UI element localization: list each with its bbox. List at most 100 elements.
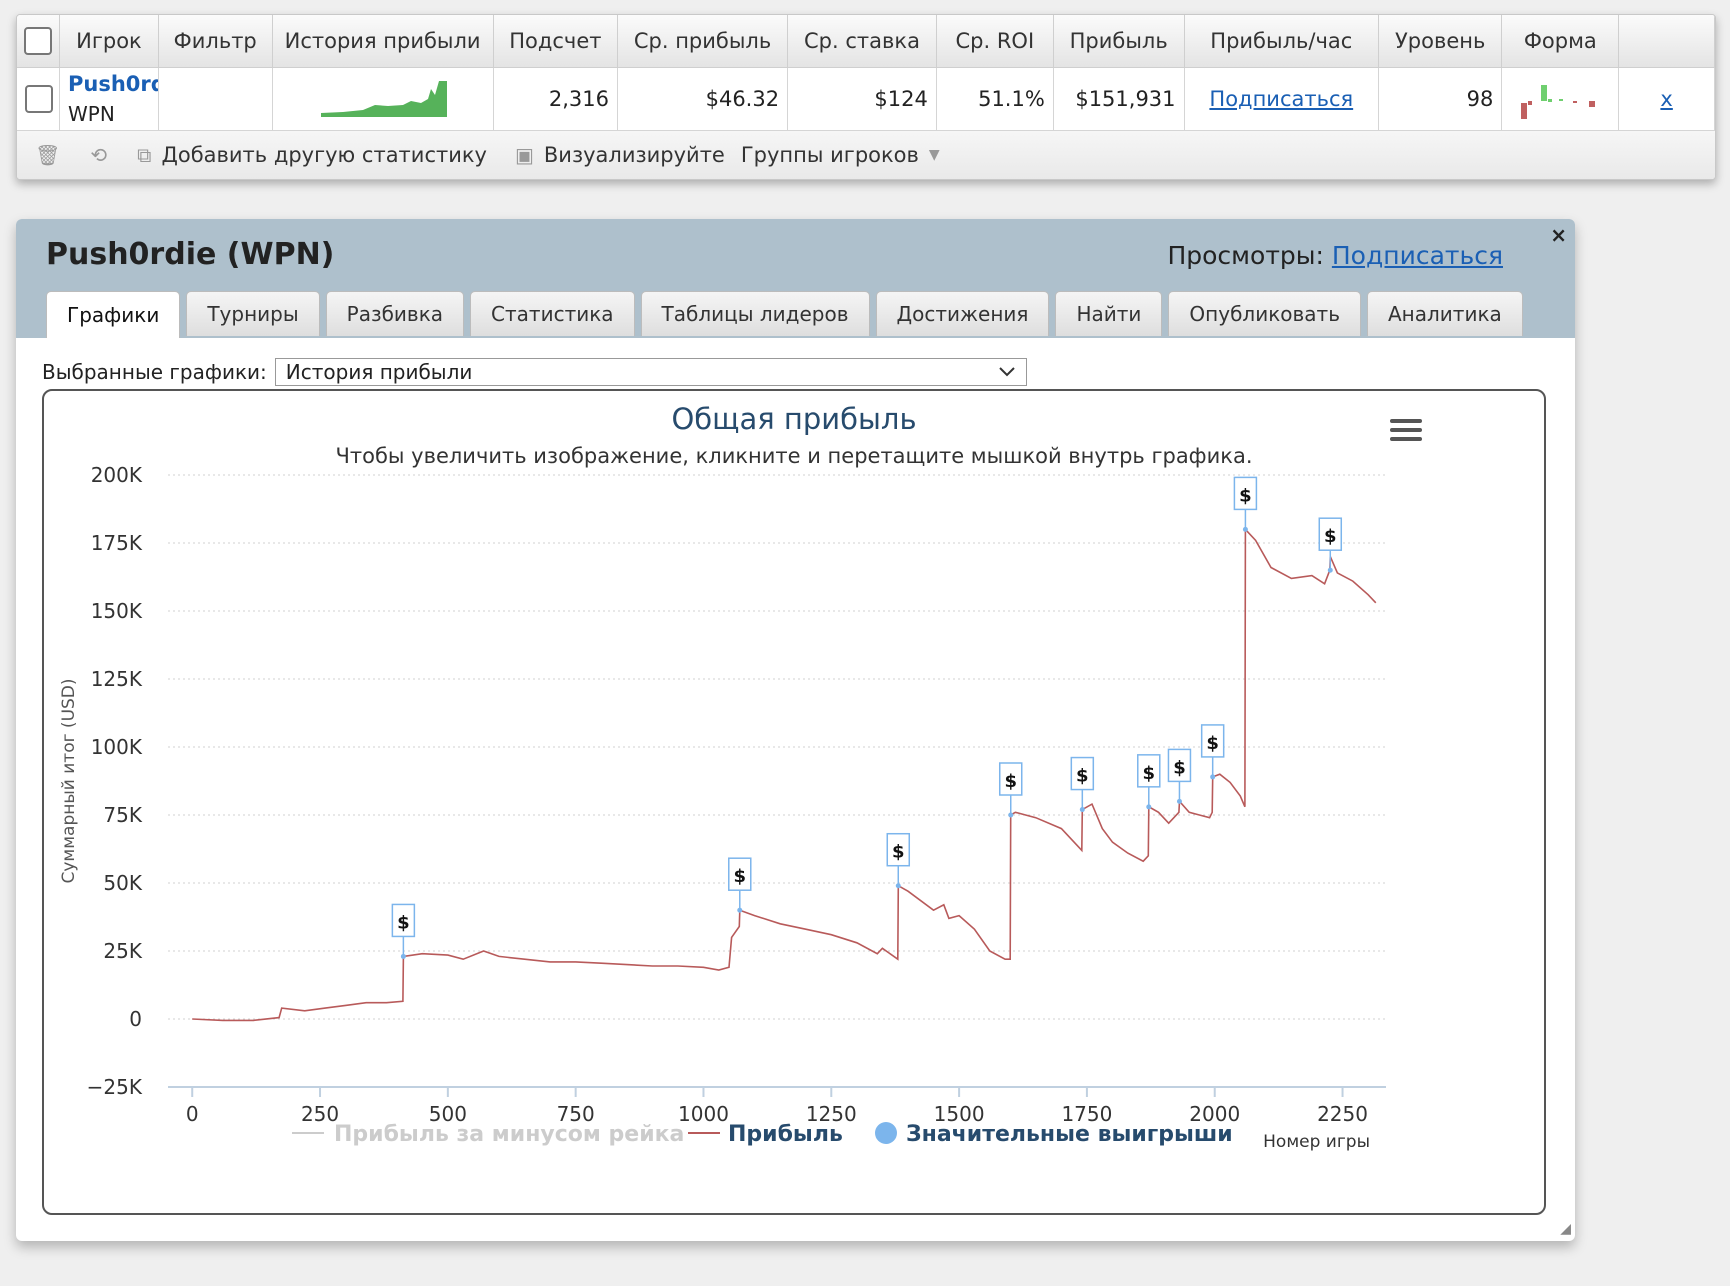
y-tick-label: −25K xyxy=(87,1075,143,1099)
chart-select[interactable]: История прибыли xyxy=(274,358,1027,386)
row-checkbox[interactable] xyxy=(25,85,53,113)
win-point xyxy=(1242,526,1248,532)
win-flag-box xyxy=(728,857,752,891)
legend-item-profit: Прибыль xyxy=(728,1122,843,1147)
profit-history-sparkline[interactable] xyxy=(313,75,453,119)
win-point xyxy=(1210,774,1216,780)
win-flag-label: $ xyxy=(892,842,905,863)
header-count[interactable]: Подсчет xyxy=(493,15,619,68)
win-flag-label: $ xyxy=(1239,485,1252,506)
avg-stake-cell: $124 xyxy=(787,67,937,131)
win-flag-label: $ xyxy=(1173,757,1186,778)
row-select-cell[interactable] xyxy=(17,67,61,131)
avg-roi-cell: 51.1% xyxy=(936,67,1054,131)
visualize-button[interactable]: ▣ Визуализируйте xyxy=(515,143,725,167)
header-profit-per-hour[interactable]: Прибыль/час xyxy=(1184,15,1380,68)
x-tick-label: 2000 xyxy=(1189,1102,1240,1126)
win-point xyxy=(1176,798,1182,804)
header-filter[interactable]: Фильтр xyxy=(158,15,273,68)
profit-per-hour-cell: Подписаться xyxy=(1184,67,1380,131)
header-avg-roi[interactable]: Ср. ROI xyxy=(936,15,1054,68)
stats-toolbar: 🗑 ⟲ ⧉ Добавить другую статистику ▣ Визуа… xyxy=(17,131,1715,179)
legend-symbol-wins xyxy=(875,1122,897,1144)
avg-profit-cell: $46.32 xyxy=(617,67,789,131)
profit-chart[interactable]: Общая прибыль Чтобы увеличить изображение… xyxy=(44,391,1544,1213)
filter-cell xyxy=(158,67,273,131)
tab-breakdown[interactable]: Разбивка xyxy=(325,291,465,336)
refresh-icon[interactable]: ⟲ xyxy=(90,143,108,167)
y-tick-label: 100K xyxy=(91,735,143,759)
win-point xyxy=(737,907,743,913)
remove-row-link[interactable]: x xyxy=(1660,87,1673,111)
tab-find[interactable]: Найти xyxy=(1055,291,1163,336)
win-flag-box xyxy=(1318,517,1343,551)
visualize-label: Визуализируйте xyxy=(543,143,725,167)
remove-cell: x xyxy=(1618,67,1715,131)
chart-select-label: Выбранные графики: xyxy=(42,360,267,384)
select-all-checkbox[interactable] xyxy=(24,27,52,55)
tab-statistics[interactable]: Статистика xyxy=(470,291,635,336)
header-form[interactable]: Форма xyxy=(1501,15,1620,68)
win-point xyxy=(1327,567,1333,573)
trash-icon[interactable]: 🗑 xyxy=(35,143,61,167)
header-avg-profit[interactable]: Ср. прибыль xyxy=(617,15,789,68)
panel-tabs: Графики Турниры Разбивка Статистика Табл… xyxy=(46,291,1523,338)
x-axis-title: Номер игры xyxy=(1263,1132,1370,1152)
header-profit-history[interactable]: История прибыли xyxy=(272,15,494,68)
x-tick-label: 1750 xyxy=(1061,1102,1112,1126)
chart-container[interactable]: Общая прибыль Чтобы увеличить изображение… xyxy=(42,389,1546,1215)
subscribe-link[interactable]: Подписаться xyxy=(1209,87,1354,111)
y-tick-label: 75K xyxy=(103,803,142,827)
image-icon: ▣ xyxy=(514,143,534,167)
win-flag-box xyxy=(1233,476,1258,511)
tab-tournaments[interactable]: Турниры xyxy=(186,291,320,336)
chevron-down-icon xyxy=(999,367,1015,377)
win-flag-label: $ xyxy=(1206,733,1219,754)
win-point xyxy=(1079,807,1085,813)
player-name-link[interactable]: Push0rd xyxy=(68,72,159,96)
close-icon[interactable]: × xyxy=(1550,223,1567,247)
x-tick-label: 750 xyxy=(557,1102,595,1126)
win-flag-box xyxy=(1137,754,1161,788)
views-subscribe-link[interactable]: Подписаться xyxy=(1331,241,1503,270)
win-flag-box xyxy=(1200,724,1225,758)
tab-leaderboards[interactable]: Таблицы лидеров xyxy=(640,291,870,336)
tab-achievements[interactable]: Достижения xyxy=(875,291,1050,336)
header-profit[interactable]: Прибыль xyxy=(1053,15,1185,68)
level-cell: 98 xyxy=(1378,67,1503,131)
header-player[interactable]: Игрок xyxy=(59,15,159,68)
tab-analytics[interactable]: Аналитика xyxy=(1367,291,1523,336)
menu-icon-bar-0 xyxy=(1390,419,1422,423)
header-level[interactable]: Уровень xyxy=(1378,15,1503,68)
win-flag-box xyxy=(886,832,911,867)
views-label: Просмотры: xyxy=(1167,241,1324,270)
y-tick-label: 175K xyxy=(91,531,143,555)
add-stat-button[interactable]: ⧉ Добавить другую статистику xyxy=(137,143,487,167)
header-select-all[interactable] xyxy=(17,15,61,68)
header-avg-stake[interactable]: Ср. ставка xyxy=(787,15,937,68)
y-tick-label: 150K xyxy=(91,599,143,623)
player-network: WPN xyxy=(68,102,115,126)
x-tick-label: 2250 xyxy=(1317,1102,1368,1126)
profit-cell: $151,931 xyxy=(1053,67,1185,131)
profit-history-cell[interactable] xyxy=(272,67,494,131)
player-cell: Push0rd WPN xyxy=(59,67,159,131)
tab-charts[interactable]: Графики xyxy=(46,291,181,338)
legend-item-wins: Значительные выигрыши xyxy=(906,1122,1233,1147)
win-flag-box xyxy=(998,762,1023,796)
tab-publish[interactable]: Опубликовать xyxy=(1168,291,1361,336)
x-tick-label: 1500 xyxy=(934,1102,985,1126)
win-point xyxy=(1146,804,1152,810)
menu-icon-bar-2 xyxy=(1390,437,1422,441)
chart-select-row: Выбранные графики: История прибыли xyxy=(42,358,1027,386)
y-tick-label: 25K xyxy=(103,939,142,963)
stats-header-row: Игрок Фильтр История прибыли Подсчет Ср.… xyxy=(17,15,1715,68)
panel-header: Push0rdie (WPN) Просмотры: Подписаться ×… xyxy=(16,219,1575,338)
y-tick-label: 50K xyxy=(103,871,142,895)
y-axis-title: Суммарный итог (USD) xyxy=(59,678,79,883)
win-flag-label: $ xyxy=(397,912,410,933)
player-groups-dropdown[interactable]: Группы игроков ▼ xyxy=(741,143,940,167)
chart-title: Общая прибыль xyxy=(671,402,916,436)
y-tick-label: 200K xyxy=(91,463,143,487)
resize-grip-icon[interactable]: ◢ xyxy=(1560,1221,1571,1237)
